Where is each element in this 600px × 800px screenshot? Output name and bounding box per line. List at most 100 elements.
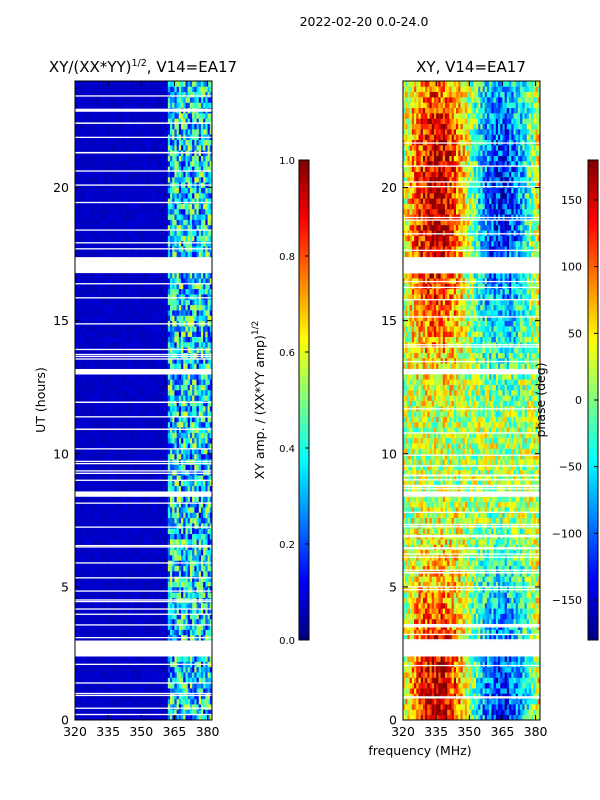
amplitude-heatmap-cell (97, 485, 100, 492)
amplitude-heatmap-cell (170, 677, 173, 684)
amplitude-heatmap-cell (119, 389, 122, 396)
amplitude-heatmap-cell (125, 448, 129, 455)
amplitude-heatmap-cell (189, 517, 193, 524)
amplitude-heatmap-cell (200, 645, 204, 652)
amplitude-heatmap-cell (90, 448, 94, 455)
amplitude-heatmap-cell (147, 528, 151, 535)
amplitude-heatmap-cell (174, 299, 178, 306)
amplitude-heatmap-cell (86, 709, 89, 716)
amplitude-heatmap-cell (158, 315, 162, 322)
amplitude-heatmap-cell (152, 373, 155, 380)
amplitude-heatmap-cell (196, 432, 200, 439)
amplitude-heatmap-cell (90, 304, 94, 311)
amplitude-heatmap-cell (114, 522, 118, 529)
amplitude-heatmap-cell (77, 586, 80, 593)
amplitude-heatmap-cell (141, 512, 144, 519)
amplitude-heatmap-cell (145, 379, 149, 385)
amplitude-heatmap-cell (101, 586, 105, 593)
amplitude-heatmap-cell (161, 331, 164, 337)
amplitude-heatmap-cell (125, 618, 129, 625)
amplitude-heatmap-cell (81, 437, 85, 444)
amplitude-heatmap-cell (147, 538, 151, 545)
amplitude-heatmap-cell (192, 608, 195, 614)
amplitude-heatmap-cell (114, 576, 118, 582)
amplitude-heatmap-cell (134, 528, 138, 535)
amplitude-heatmap-cell (163, 554, 166, 561)
amplitude-heatmap-cell (205, 576, 208, 582)
amplitude-heatmap-cell (154, 400, 158, 407)
amplitude-heatmap-cell (121, 411, 125, 417)
amplitude-heatmap-cell (110, 618, 113, 625)
amplitude-heatmap-cell (79, 480, 83, 487)
amplitude-heatmap-cell (200, 677, 204, 684)
amplitude-heatmap-cell (99, 688, 102, 694)
amplitude-heatmap-cell (81, 624, 85, 630)
amplitude-heatmap-cell (196, 677, 200, 684)
amplitude-heatmap-cell (176, 602, 180, 609)
amplitude-heatmap-cell (125, 656, 129, 662)
amplitude-heatmap-cell (205, 389, 208, 396)
amplitude-heatmap-cell (90, 464, 94, 471)
amplitude-heatmap-cell (77, 698, 80, 705)
amplitude-heatmap-cell (101, 469, 105, 476)
amplitude-heatmap-cell (108, 613, 111, 620)
amplitude-heatmap-cell (209, 682, 212, 689)
amplitude-heatmap-cell (123, 294, 127, 300)
amplitude-heatmap-cell (101, 336, 105, 343)
amplitude-heatmap-cell (141, 704, 144, 710)
amplitude-heatmap-cell (94, 549, 98, 556)
amplitude-heatmap-cell (185, 443, 189, 449)
amplitude-heatmap-cell (187, 640, 191, 646)
amplitude-heatmap-cell (187, 501, 191, 508)
amplitude-heatmap-cell (136, 554, 140, 561)
amplitude-heatmap-cell (132, 315, 136, 322)
amplitude-heatmap-cell (178, 299, 182, 306)
amplitude-heatmap-cell (147, 586, 151, 593)
amplitude-heatmap-cell (136, 395, 140, 401)
amplitude-heatmap-cell (83, 538, 87, 545)
amplitude-heatmap-cell (81, 522, 85, 529)
amplitude-heatmap-cell (92, 373, 96, 380)
amplitude-heatmap-cell (110, 443, 113, 449)
amplitude-heatmap-cell (103, 645, 107, 652)
amplitude-heatmap-cell (187, 533, 191, 540)
amplitude-heatmap-cell (165, 709, 169, 716)
amplitude-heatmap-cell (170, 299, 173, 306)
amplitude-heatmap-cell (158, 357, 162, 364)
amplitude-heatmap-cell (97, 645, 100, 652)
amplitude-heatmap-cell (79, 688, 83, 694)
amplitude-heatmap-cell (163, 538, 166, 545)
amplitude-heatmap-cell (207, 379, 211, 385)
amplitude-heatmap-cell (158, 464, 162, 471)
amplitude-heatmap-cell (189, 645, 193, 652)
amplitude-heatmap-cell (156, 645, 160, 652)
amplitude-heatmap-cell (88, 448, 91, 455)
amplitude-heatmap-cell (121, 640, 125, 646)
amplitude-heatmap-cell (101, 576, 105, 582)
amplitude-heatmap-cell (167, 650, 171, 657)
amplitude-heatmap-cell (103, 517, 107, 524)
amplitude-heatmap-cell (198, 341, 202, 348)
amplitude-heatmap-cell (143, 357, 147, 364)
amplitude-heatmap-cell (110, 384, 113, 391)
amplitude-heatmap-cell (105, 437, 109, 444)
amplitude-heatmap-cell (181, 315, 184, 322)
amplitude-heatmap-cell (116, 309, 120, 316)
amplitude-heatmap-cell (187, 443, 191, 449)
amplitude-heatmap-cell (152, 693, 155, 700)
amplitude-heatmap-cell (156, 698, 160, 705)
amplitude-heatmap-cell (170, 389, 173, 396)
amplitude-heatmap-cell (209, 421, 212, 428)
amplitude-heatmap-cell (143, 331, 147, 337)
amplitude-heatmap-cell (77, 379, 80, 385)
amplitude-heatmap-cell (163, 336, 166, 343)
amplitude-heatmap-cell (172, 522, 175, 529)
amplitude-heatmap-cell (128, 443, 131, 449)
amplitude-heatmap-cell (86, 501, 89, 508)
amplitude-heatmap-cell (86, 325, 89, 332)
amplitude-heatmap-cell (116, 475, 120, 481)
amplitude-heatmap-cell (123, 570, 127, 577)
amplitude-heatmap-cell (99, 522, 102, 529)
amplitude-heatmap-cell (158, 688, 162, 694)
amplitude-heatmap-cell (143, 384, 147, 391)
